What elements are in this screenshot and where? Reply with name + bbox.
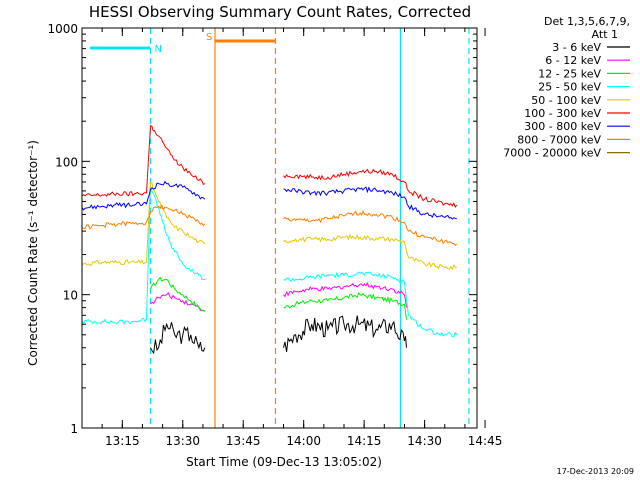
legend-label: 100 - 300 keV — [524, 107, 601, 120]
legend-label: 300 - 800 keV — [524, 120, 601, 133]
chart-title: HESSI Observing Summary Count Rates, Cor… — [89, 3, 471, 21]
x-tick-label: 14:30 — [407, 434, 442, 448]
series-line-4 — [82, 181, 457, 271]
y-tick-label: 1 — [70, 422, 78, 436]
legend-header-line1: Det 1,3,5,6,7,9, — [544, 15, 630, 28]
flag-label-N: N — [155, 44, 162, 55]
legend-label: 800 - 7000 keV — [517, 133, 601, 146]
plot-area: N S 1 10 100 1000 13:15 13:30 13:45 14:00 14:15 14:… — [47, 22, 502, 448]
x-tick-label: 14:45 — [468, 434, 503, 448]
legend-label: 7000 - 20000 keV — [503, 147, 601, 160]
timestamp: 17-Dec-2013 20:09 — [557, 467, 634, 476]
legend-label: 6 - 12 keV — [545, 54, 601, 67]
y-tick-label: 1000 — [47, 22, 78, 36]
legend-label: 12 - 25 keV — [538, 67, 601, 80]
x-tick-label: 13:45 — [226, 434, 261, 448]
x-axis-label: Start Time (09-Dec-13 13:05:02) — [186, 455, 382, 469]
series-line-2 — [150, 276, 407, 320]
series-line-7 — [82, 204, 458, 247]
y-tick-label: 100 — [55, 155, 78, 169]
series-line-3 — [82, 186, 458, 338]
plot-frame — [81, 27, 478, 429]
legend-label: 50 - 100 keV — [531, 94, 601, 107]
series-line-6 — [82, 180, 457, 220]
legend-label: 25 - 50 keV — [538, 81, 601, 94]
x-tick-label: 14:15 — [347, 434, 382, 448]
x-tick-label: 13:15 — [105, 434, 140, 448]
x-tick-label: 13:30 — [165, 434, 200, 448]
flag-label-S: S — [206, 32, 212, 43]
y-tick-label: 10 — [63, 289, 78, 303]
y-axis-label: Corrected Count Rate (s⁻¹ detector⁻¹) — [26, 140, 40, 366]
series-line-5 — [82, 125, 458, 208]
series-line-0 — [150, 315, 407, 355]
x-tick-label: 14:00 — [286, 434, 321, 448]
legend-label: 3 - 6 keV — [552, 41, 601, 54]
legend-header-line2: Att 1 — [592, 28, 618, 41]
